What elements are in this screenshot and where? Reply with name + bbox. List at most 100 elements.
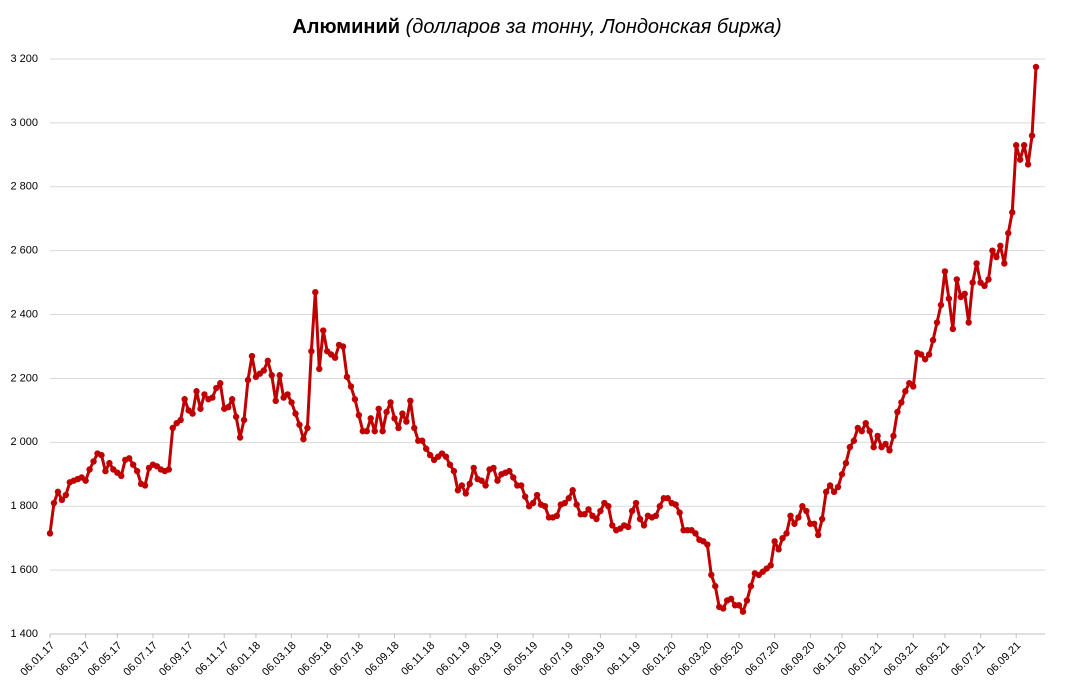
data-point (981, 282, 988, 290)
data-point (316, 365, 323, 373)
data-point (284, 391, 291, 398)
data-point (850, 437, 858, 444)
data-point (272, 397, 279, 405)
data-point (945, 295, 953, 302)
data-point (969, 279, 976, 286)
data-point (46, 530, 54, 537)
data-point (193, 388, 200, 395)
data-point (244, 376, 252, 384)
data-point (391, 415, 398, 422)
data-point (442, 453, 450, 460)
data-point (312, 288, 319, 296)
data-point (224, 403, 232, 411)
data-point (569, 487, 576, 494)
data-point (961, 290, 968, 297)
data-point (553, 512, 561, 520)
data-point (727, 595, 735, 603)
data-point (98, 451, 105, 459)
data-point (656, 503, 664, 510)
data-point (407, 397, 414, 405)
data-point (296, 421, 303, 428)
data-point (747, 582, 755, 590)
data-point (779, 534, 786, 542)
data-point (1028, 132, 1036, 139)
data-point (288, 399, 295, 406)
data-point (490, 464, 497, 472)
data-point (965, 319, 972, 326)
data-point (640, 522, 648, 529)
data-point (141, 482, 149, 489)
data-point (866, 427, 873, 435)
data-point (106, 459, 113, 467)
data-point (213, 384, 220, 392)
x-tick-label: 06.07.21 (949, 640, 988, 679)
data-point (331, 354, 339, 361)
data-point (347, 383, 355, 390)
data-point (1024, 161, 1032, 168)
data-point (355, 411, 363, 419)
data-point (518, 482, 525, 489)
data-point (1013, 142, 1020, 149)
data-point (973, 260, 980, 267)
data-point (743, 597, 751, 604)
data-point (925, 351, 933, 358)
data-point (894, 408, 901, 416)
data-point (533, 491, 541, 499)
data-point (165, 466, 172, 473)
x-tick-label: 06.01.17 (18, 640, 57, 679)
data-point (953, 276, 961, 283)
data-point (466, 480, 473, 488)
data-point (585, 506, 592, 513)
data-point (292, 410, 299, 417)
data-point (494, 477, 501, 484)
data-point (209, 394, 216, 401)
data-point (838, 471, 846, 478)
data-point (929, 336, 937, 344)
data-point (197, 405, 204, 412)
data-point (228, 396, 236, 403)
data-point (910, 383, 917, 390)
y-tick-label: 1 400 (10, 628, 38, 640)
data-point (371, 427, 378, 435)
data-point (506, 467, 513, 475)
y-tick-label: 2 600 (10, 245, 38, 257)
data-point (628, 507, 636, 515)
data-point (712, 582, 719, 590)
x-tick-label: 06.09.19 (569, 640, 608, 679)
data-point (300, 435, 307, 443)
data-point (933, 319, 941, 326)
data-point (652, 512, 660, 520)
data-point (767, 562, 774, 569)
data-point (676, 509, 683, 516)
data-point (248, 352, 256, 360)
x-tick-label: 06.07.20 (743, 640, 782, 679)
x-tick-label: 06.07.17 (121, 640, 160, 679)
data-point (624, 523, 632, 531)
data-point (739, 608, 747, 615)
data-point (917, 351, 925, 358)
data-point (454, 487, 462, 494)
data-point (704, 541, 711, 548)
data-point (692, 530, 699, 537)
x-tick-label: 06.11.18 (399, 640, 437, 678)
data-point (419, 437, 426, 444)
data-point (217, 380, 224, 387)
data-point (118, 472, 125, 480)
data-point (403, 418, 410, 425)
data-point (890, 432, 897, 440)
data-point (482, 482, 489, 489)
data-point (822, 488, 830, 496)
data-point (521, 493, 529, 500)
x-tick-label: 06.01.21 (846, 640, 885, 679)
data-point (458, 482, 466, 489)
data-point (510, 474, 517, 481)
data-point (529, 499, 537, 507)
data-point (133, 467, 141, 475)
data-point (842, 459, 850, 467)
y-tick-label: 1 800 (10, 500, 38, 512)
data-point (735, 602, 743, 609)
y-tick-label: 2 800 (10, 181, 38, 193)
data-point (771, 538, 778, 545)
data-point (719, 605, 727, 612)
